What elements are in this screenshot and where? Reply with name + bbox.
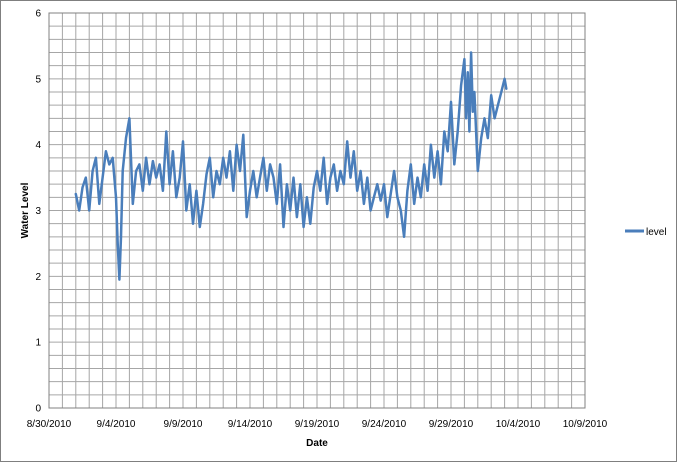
legend-label-level: level bbox=[646, 227, 667, 238]
y-tick-label: 3 bbox=[35, 206, 41, 217]
x-tick-label: 8/30/2010 bbox=[27, 419, 72, 430]
y-tick-label: 1 bbox=[35, 338, 41, 349]
y-tick-label: 4 bbox=[35, 140, 41, 151]
y-tick-label: 6 bbox=[35, 9, 41, 20]
x-tick-label: 9/24/2010 bbox=[362, 419, 407, 430]
x-tick-label: 9/9/2010 bbox=[164, 419, 203, 430]
legend: level bbox=[625, 227, 667, 238]
plot-area-border bbox=[48, 12, 586, 409]
y-tick-label: 2 bbox=[35, 272, 41, 283]
x-tick-label: 9/14/2010 bbox=[228, 419, 273, 430]
y-axis-title: Water Level bbox=[20, 182, 31, 238]
x-tick-label: 9/19/2010 bbox=[295, 419, 340, 430]
y-tick-label: 0 bbox=[35, 404, 41, 415]
x-tick-label: 9/4/2010 bbox=[97, 419, 136, 430]
x-tick-label: 10/4/2010 bbox=[496, 419, 541, 430]
x-axis-tick-labels: 8/30/2010 9/4/2010 9/9/2010 9/14/2010 9/19/2… bbox=[27, 419, 608, 430]
y-tick-label: 5 bbox=[35, 74, 41, 85]
x-tick-label: 9/29/2010 bbox=[429, 419, 474, 430]
series-layer bbox=[74, 51, 508, 281]
x-tick-label: 10/9/2010 bbox=[563, 419, 608, 430]
y-axis-tick-labels: 0 1 2 3 4 5 6 bbox=[35, 9, 41, 415]
series-line-level bbox=[74, 51, 508, 281]
x-axis-title: Date bbox=[306, 438, 328, 449]
